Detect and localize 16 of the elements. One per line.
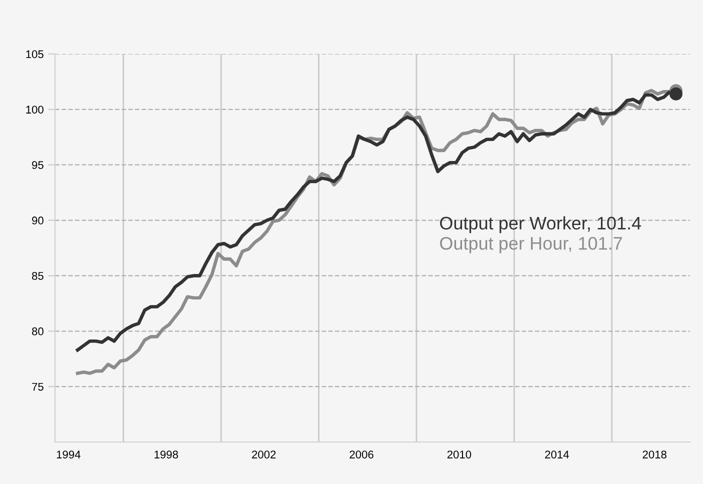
- x-tick-label: 2010: [447, 450, 472, 458]
- y-tick-label: 105: [26, 50, 44, 58]
- y-tick-label: 95: [32, 161, 44, 169]
- y-tick-label: 90: [32, 216, 44, 224]
- text: Output per Hour, 101.7: [440, 236, 622, 254]
- y-tick-label: 85: [32, 272, 44, 280]
- y-tick-label: 75: [32, 382, 44, 391]
- y-tick-label: 100: [26, 106, 44, 114]
- x-tick-label: 2006: [350, 450, 374, 458]
- x-tick-label: 1994: [56, 450, 80, 458]
- x-tick-label: 2014: [545, 450, 569, 458]
- x-tick-label: 2018: [642, 450, 666, 458]
- y-tick-label: 80: [32, 327, 44, 336]
- x-tick-label: 1998: [154, 450, 178, 458]
- text: Output per Worker, 101.4: [440, 216, 642, 234]
- x-tick-label: 2002: [252, 450, 276, 458]
